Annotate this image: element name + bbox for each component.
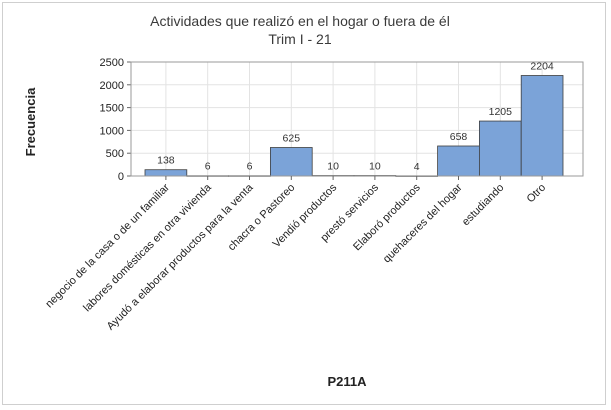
y-tick-label: 0 (118, 171, 124, 183)
axes (127, 61, 584, 180)
plot-frame (130, 61, 584, 177)
y-tick-label: 500 (106, 148, 124, 160)
y-tick-label: 2000 (100, 80, 124, 92)
chart-frame (2, 2, 606, 405)
y-tick-label: 2500 (100, 57, 124, 69)
bar (520, 75, 564, 177)
chart-subtitle: Trim I - 21 (268, 31, 331, 47)
bar (437, 145, 480, 177)
y-axis-title: Frecuencia (23, 87, 38, 156)
x-tick-label: Otro (525, 182, 549, 206)
data-label: 1205 (489, 106, 513, 118)
bar (478, 120, 522, 177)
data-label: 2204 (530, 60, 554, 72)
bar (269, 147, 313, 177)
data-label: 10 (327, 161, 339, 173)
x-axis-title: P211A (327, 374, 367, 389)
data-label: 138 (157, 155, 175, 167)
bar (144, 169, 188, 177)
data-label: 625 (283, 133, 301, 145)
data-label: 6 (205, 161, 211, 173)
data-label: 658 (450, 131, 468, 143)
data-label: 10 (369, 161, 381, 173)
data-label: 4 (414, 161, 420, 173)
data-label: 6 (247, 161, 253, 173)
x-tick-label: estudiando (460, 182, 507, 229)
x-tick-label: Ayudó a elaborar productos para la venta (105, 181, 257, 333)
x-tick-label: quehaceres del hogar (381, 181, 465, 265)
y-tick-label: 1000 (100, 125, 124, 137)
y-tick-label: 1500 (100, 103, 124, 115)
chart-title: Actividades que realizó en el hogar o fu… (150, 13, 450, 29)
labels: 0 500 1000 1500 2000 2500 138 6 6 625 10 10 4 658 1205… (43, 57, 554, 333)
